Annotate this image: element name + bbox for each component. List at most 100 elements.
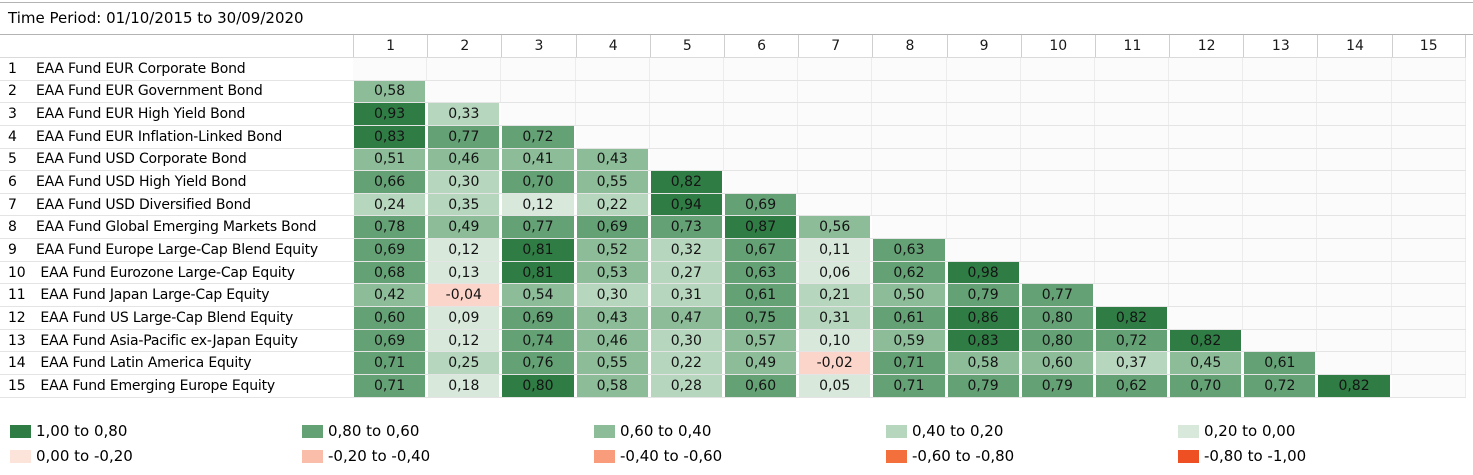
row-label-cell: 13 EAA Fund Asia-Pacific ex-Japan Equity xyxy=(0,330,353,352)
empty-cell xyxy=(1391,374,1466,397)
table-row: 1 EAA Fund EUR Corporate Bond xyxy=(0,58,1466,81)
empty-cell xyxy=(1169,148,1244,171)
correlation-cell: 0,09 xyxy=(427,307,502,329)
correlation-cell: 0,35 xyxy=(427,193,502,216)
correlation-cell: 0,80 xyxy=(1020,307,1095,329)
table-row: 3 EAA Fund EUR High Yield Bond 0,93 0,33 xyxy=(0,103,1466,126)
empty-cell xyxy=(1169,193,1244,216)
empty-cell xyxy=(798,193,873,216)
empty-cell xyxy=(353,58,428,80)
empty-cell xyxy=(501,103,576,125)
empty-cell xyxy=(575,103,650,125)
correlation-cell: 0,21 xyxy=(798,284,873,307)
correlation-cell: 0,79 xyxy=(1020,374,1095,397)
table-row: 12 EAA Fund US Large-Cap Blend Equity 0,60… xyxy=(0,307,1466,330)
row-number: 4 xyxy=(8,128,17,145)
correlation-cell: 0,31 xyxy=(649,284,724,307)
legend-swatch xyxy=(886,449,907,463)
empty-cell xyxy=(649,58,724,80)
correlation-cell: 0,76 xyxy=(501,352,576,374)
empty-cell xyxy=(946,80,1021,103)
row-label: EAA Fund Europe Large-Cap Blend Equity xyxy=(36,241,319,258)
correlation-cell: 0,43 xyxy=(575,148,650,171)
correlation-cell: -0,04 xyxy=(427,284,502,307)
empty-cell xyxy=(1243,261,1318,284)
empty-cell xyxy=(427,58,502,80)
correlation-cell: 0,60 xyxy=(723,374,799,397)
empty-cell xyxy=(946,216,1021,239)
correlation-cell: 0,46 xyxy=(575,329,650,352)
empty-cell xyxy=(946,148,1021,171)
empty-cell xyxy=(1391,80,1466,103)
empty-cell xyxy=(575,58,650,80)
row-label-cell: 3 EAA Fund EUR High Yield Bond xyxy=(0,103,353,125)
empty-cell xyxy=(1243,148,1318,171)
empty-cell xyxy=(1020,171,1095,193)
legend-item: -0,80 to -1,00 xyxy=(1178,447,1470,465)
empty-cell xyxy=(1243,58,1318,80)
empty-cell xyxy=(1169,284,1244,307)
table-row: 2 EAA Fund EUR Government Bond 0,58 xyxy=(0,80,1466,104)
row-number: 14 xyxy=(8,355,26,372)
legend-item: 0,20 to 0,00 xyxy=(1178,422,1470,440)
empty-cell xyxy=(1317,171,1392,193)
row-label-cell: 1 EAA Fund EUR Corporate Bond xyxy=(0,58,353,80)
correlation-cell: 0,82 xyxy=(1169,329,1244,352)
legend-item: -0,20 to -0,40 xyxy=(302,447,594,465)
correlation-cell: 0,11 xyxy=(798,239,873,261)
table-row: 13 EAA Fund Asia-Pacific ex-Japan Equity 0… xyxy=(0,329,1466,353)
correlation-cell: 0,75 xyxy=(723,307,799,329)
row-number: 1 xyxy=(8,60,17,77)
correlation-cell: 0,49 xyxy=(723,352,799,374)
column-header: 14 xyxy=(1317,35,1391,57)
empty-cell xyxy=(1020,261,1095,284)
empty-cell xyxy=(946,171,1021,193)
correlation-cell: 0,71 xyxy=(353,374,428,397)
empty-cell xyxy=(1169,80,1244,103)
correlation-cell: 0,60 xyxy=(353,307,428,329)
correlation-cell: -0,02 xyxy=(798,352,873,374)
correlation-cell: 0,12 xyxy=(501,193,576,216)
table-row: 6 EAA Fund USD High Yield Bond 0,66 0,30 0,7… xyxy=(0,171,1466,194)
row-label-cell: 2 EAA Fund EUR Government Bond xyxy=(0,81,353,103)
correlation-cell: 0,63 xyxy=(872,239,947,261)
correlation-cell: 0,47 xyxy=(649,307,724,329)
correlation-cell: 0,77 xyxy=(501,216,576,239)
header-label-spacer xyxy=(0,35,353,57)
empty-cell xyxy=(723,125,799,148)
row-label: EAA Fund EUR Inflation-Linked Bond xyxy=(36,128,282,145)
correlation-cell: 0,58 xyxy=(946,352,1021,374)
empty-cell xyxy=(1391,58,1466,80)
correlation-cell: 0,78 xyxy=(353,216,428,239)
row-number: 9 xyxy=(8,241,17,258)
correlation-cell: 0,80 xyxy=(1020,329,1095,352)
correlation-cell: 0,69 xyxy=(501,307,576,329)
legend-swatch xyxy=(1178,449,1199,463)
correlation-cell: 0,12 xyxy=(427,239,502,261)
empty-cell xyxy=(1094,216,1170,239)
row-label: EAA Fund EUR Government Bond xyxy=(36,83,263,100)
empty-cell xyxy=(1317,125,1392,148)
row-number: 10 xyxy=(8,264,26,281)
correlation-cell: 0,86 xyxy=(946,307,1021,329)
empty-cell xyxy=(1391,216,1466,239)
correlation-cell: 0,98 xyxy=(946,261,1021,284)
correlation-cell: 0,60 xyxy=(1020,352,1095,374)
legend-label: 0,80 to 0,60 xyxy=(328,422,420,441)
empty-cell xyxy=(1391,352,1466,374)
top-divider xyxy=(0,2,1473,3)
correlation-cell: 0,70 xyxy=(501,171,576,193)
legend-label: 0,20 to 0,00 xyxy=(1204,422,1296,441)
empty-cell xyxy=(946,125,1021,148)
empty-cell xyxy=(872,216,947,239)
correlation-cell: 0,63 xyxy=(723,261,799,284)
empty-cell xyxy=(1317,352,1392,374)
legend-item: 0,80 to 0,60 xyxy=(302,422,594,440)
empty-cell xyxy=(1169,171,1244,193)
correlation-cell: 0,53 xyxy=(575,261,650,284)
empty-cell xyxy=(872,125,947,148)
empty-cell xyxy=(1020,239,1095,261)
empty-cell xyxy=(1317,329,1392,352)
empty-cell xyxy=(575,125,650,148)
empty-cell xyxy=(1243,103,1318,125)
